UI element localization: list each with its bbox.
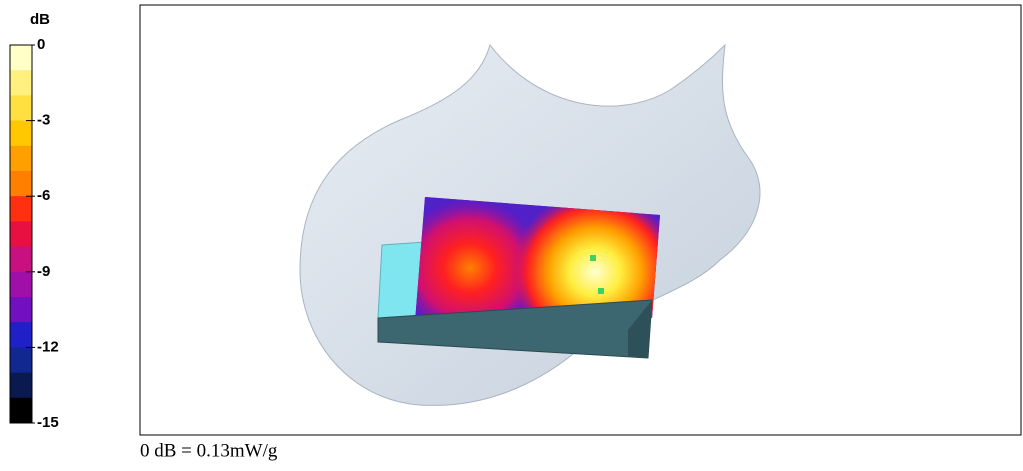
colorbar-band bbox=[10, 347, 32, 374]
colorbar-band bbox=[10, 372, 32, 399]
colorbar-tick-label: -12 bbox=[37, 338, 59, 355]
colorbar-tick-label: -9 bbox=[37, 263, 50, 280]
colorbar-tick-label: -15 bbox=[37, 414, 59, 431]
colorbar-tick-label: -6 bbox=[37, 187, 50, 204]
colorbar-band bbox=[10, 120, 32, 147]
colorbar-frame bbox=[9, 44, 33, 424]
colorbar-tick-label: -3 bbox=[37, 112, 50, 129]
colorbar-band bbox=[10, 95, 32, 122]
slab-end bbox=[628, 300, 652, 358]
colorbar-title: dB bbox=[30, 11, 50, 28]
colorbar-band bbox=[10, 70, 32, 96]
colorbar-band bbox=[10, 196, 32, 222]
colorbar-band bbox=[10, 322, 32, 348]
colorbar-band bbox=[10, 45, 32, 71]
colorbar-band bbox=[10, 171, 32, 197]
colorbar-band bbox=[10, 297, 32, 323]
caption: 0 dB = 0.13mW/g bbox=[140, 440, 278, 461]
colorbar-band bbox=[10, 271, 32, 298]
colorbar-band bbox=[10, 246, 32, 273]
colorbar-band bbox=[10, 145, 32, 172]
colorbar-tick-label: 0 bbox=[37, 36, 45, 53]
colorbar-band bbox=[10, 221, 32, 248]
colorbar: 0 -3 -6 -9 -12 -15 bbox=[9, 36, 59, 431]
colorbar-band bbox=[10, 397, 32, 424]
heat-map bbox=[415, 197, 660, 322]
